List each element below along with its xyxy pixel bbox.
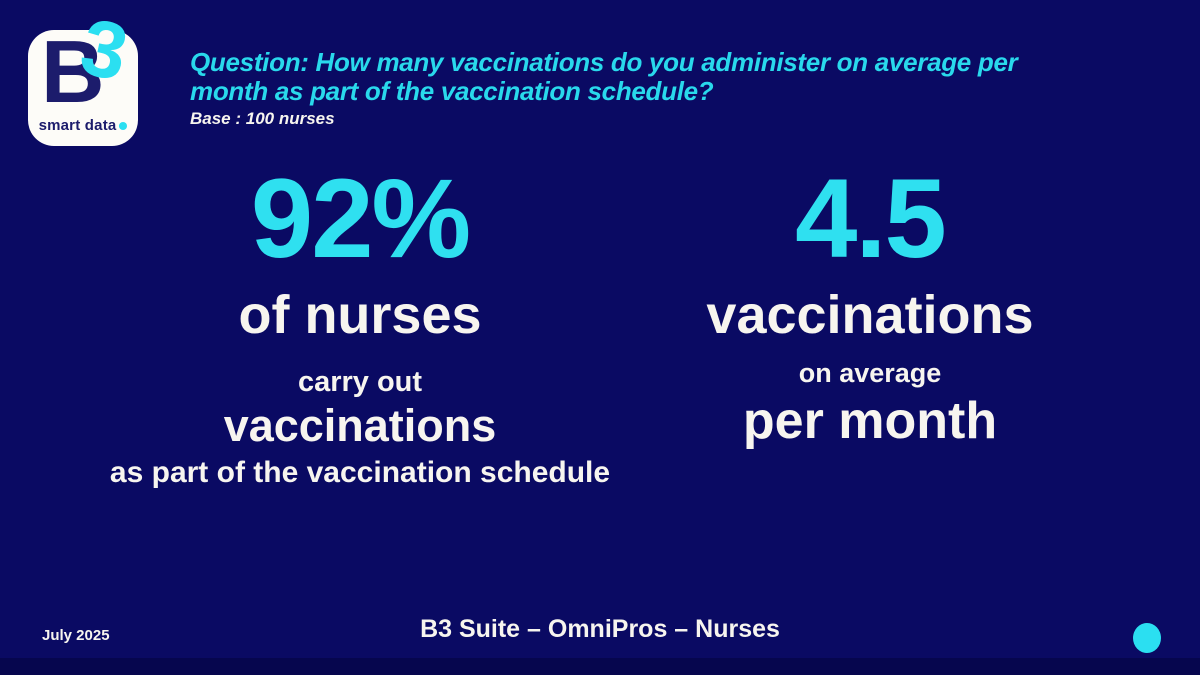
stat-right-line2: on average [798, 358, 942, 389]
stat-left-line4: as part of the vaccination schedule [109, 456, 611, 490]
base-text: Base : 100 nurses [190, 109, 335, 129]
footer-accent-dot-icon [1133, 623, 1161, 653]
question-text-line2: month as part of the vaccination schedul… [190, 75, 714, 106]
stat-left-line1: of nurses [238, 285, 482, 346]
logo-letter-b: B [41, 22, 105, 121]
footer-strip [0, 658, 1200, 675]
logo-dot-icon [119, 122, 128, 130]
stat-left-column: 92% of nurses carry out vaccinations as … [60, 156, 660, 490]
stat-right-value: 4.5 [795, 156, 947, 281]
b3-smart-data-logo: B 3 smart data [28, 1, 138, 146]
question-block: Question: How many vaccinations do you a… [190, 48, 1110, 129]
stat-left-line3: vaccinations [223, 400, 497, 452]
stat-right-line3: per month [742, 392, 998, 451]
stat-right-column: 4.5 vaccinations on average per month [620, 156, 1120, 451]
stat-left-line2: carry out [297, 366, 423, 399]
logo-tagline-text: smart data [38, 117, 117, 134]
logo-tagline: smart data [28, 117, 138, 134]
footer-title: B3 Suite – OmniPros – Nurses [420, 615, 780, 643]
question-text-line1: Question: How many vaccinations do you a… [190, 47, 1018, 77]
footer-date: July 2025 [42, 627, 110, 644]
stat-right-line1: vaccinations [706, 285, 1034, 346]
stat-left-value: 92% [250, 156, 471, 281]
